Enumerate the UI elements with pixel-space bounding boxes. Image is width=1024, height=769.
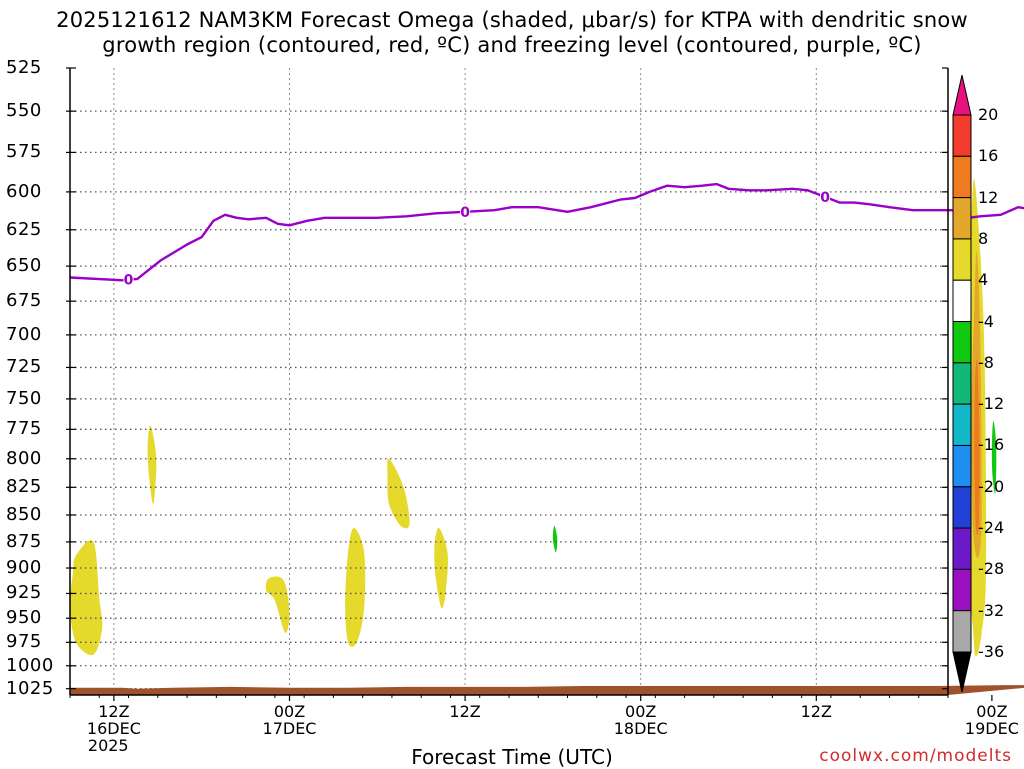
colorbar: [952, 74, 972, 693]
colorbar-label-13: -36: [978, 642, 1005, 661]
y-tick-label-600: 600: [6, 180, 42, 202]
colorbar-bin-10: [952, 486, 972, 529]
ground-layer: [70, 685, 1024, 695]
freezing-level-layer: 0 0 0: [69, 182, 1024, 289]
colorbar-bin-8: [952, 403, 972, 446]
x-tick-label-30-line2: 19DEC: [964, 719, 1019, 738]
colorbar-label-0: 20: [978, 105, 999, 124]
freezing-level-line: [69, 182, 1024, 282]
y-tick-label-550: 550: [6, 100, 42, 122]
colorbar-top-triangle: [952, 74, 972, 116]
chart-title-line-1: 2025121612 NAM3KM Forecast Omega (shaded…: [56, 8, 968, 32]
freezing-level-label-1: 0: [460, 205, 470, 221]
y-tick-label-800: 800: [6, 447, 42, 469]
y-tick-label-1025: 1025: [6, 677, 54, 699]
y-tick-label-650: 650: [6, 255, 42, 277]
colorbar-label-1: 16: [978, 146, 999, 166]
colorbar-label-4: 4: [978, 270, 989, 290]
y-tick-label-675: 675: [6, 290, 42, 312]
x-tick-label-18-line2: 18DEC: [613, 719, 668, 738]
colorbar-bin-4: [952, 238, 972, 281]
y-tick-label-525: 525: [6, 57, 42, 78]
freezing-label-bg-2: [820, 188, 831, 205]
y-tick-label-975: 975: [6, 631, 42, 653]
colorbar-bin-13: [952, 610, 972, 653]
y-tick-label-775: 775: [6, 418, 42, 440]
y-tick-label-900: 900: [6, 557, 42, 579]
omega-region-3: [345, 528, 366, 647]
colorbar-label-12: -32: [978, 600, 1005, 620]
colorbar-bin-2: [952, 155, 972, 199]
colorbar-bin-7: [952, 362, 972, 405]
y-tick-label-700: 700: [6, 323, 42, 345]
ground-fill: [70, 685, 1024, 695]
y-tick-label-575: 575: [6, 141, 42, 163]
x-tick-label-6-line1: 00Z: [273, 702, 306, 721]
colorbar-bin-3: [952, 197, 972, 240]
freezing-level-label-2: 0: [820, 190, 830, 206]
omega-region-0: [69, 540, 103, 656]
x-tick-label-24-line1: 12Z: [800, 702, 832, 721]
x-tick-label-12-line1: 12Z: [449, 702, 481, 721]
y-tick-label-750: 750: [6, 387, 42, 409]
freezing-label-bg-0: [123, 271, 134, 288]
colorbar-label-11: -28: [978, 559, 1005, 579]
y-tick-label-950: 950: [6, 607, 42, 629]
omega-region-2: [265, 576, 290, 633]
colorbar-label-2: 12: [978, 187, 999, 207]
colorbar-bottom-triangle: [952, 651, 972, 693]
omega-negative-region-0: [552, 525, 558, 553]
y-tick-label-875: 875: [6, 530, 42, 552]
x-tick-label-0-line3: 2025: [87, 736, 129, 755]
colorbar-label-5: -4: [978, 311, 994, 331]
omega-negative-region-1: [991, 420, 997, 494]
colorbar-label-6: -8: [978, 352, 994, 372]
colorbar-bin-12: [952, 568, 972, 612]
freezing-label-bg-1: [460, 203, 471, 220]
credit-link[interactable]: coolwx.com/modelts: [819, 746, 1012, 766]
x-tick-label-0-line1: 12Z: [98, 702, 130, 721]
x-tick-label-18-line1: 00Z: [625, 702, 657, 721]
colorbar-label-7: -12: [978, 394, 1005, 414]
omega-region-1: [147, 425, 157, 505]
colorbar-bin-6: [952, 321, 972, 364]
omega-shading-layer: [69, 178, 997, 657]
y-tick-label-725: 725: [6, 356, 42, 378]
y-tick-label-825: 825: [6, 476, 42, 498]
colorbar-label-10: -24: [978, 518, 1005, 538]
x-tick-label-0-line2: 16DEC: [86, 719, 141, 738]
colorbar-label-3: 8: [978, 228, 989, 248]
x-tick-label-30-line1: 00Z: [976, 702, 1008, 721]
colorbar-bin-1: [952, 114, 972, 157]
y-tick-label-1000: 1000: [6, 654, 54, 676]
y-tick-label-850: 850: [6, 504, 42, 525]
colorbar-label-9: -20: [978, 476, 1005, 496]
colorbar-label-8: -16: [978, 435, 1005, 455]
freezing-level-label-0: 0: [124, 273, 134, 289]
chart-title-line-2: growth region (contoured, red, ºC) and f…: [102, 33, 922, 57]
colorbar-bin-9: [952, 444, 972, 488]
grid-layer: [70, 68, 948, 695]
x-axis-label: Forecast Time (UTC): [411, 745, 613, 769]
axes-layer: [66, 67, 993, 701]
y-tick-label-925: 925: [6, 582, 42, 604]
y-tick-label-625: 625: [6, 218, 42, 240]
x-tick-label-6-line2: 17DEC: [262, 719, 317, 738]
omega-region-8: [974, 358, 980, 535]
omega-region-4: [387, 458, 410, 529]
colorbar-bin-5: [952, 279, 972, 323]
colorbar-bin-11: [952, 527, 972, 570]
